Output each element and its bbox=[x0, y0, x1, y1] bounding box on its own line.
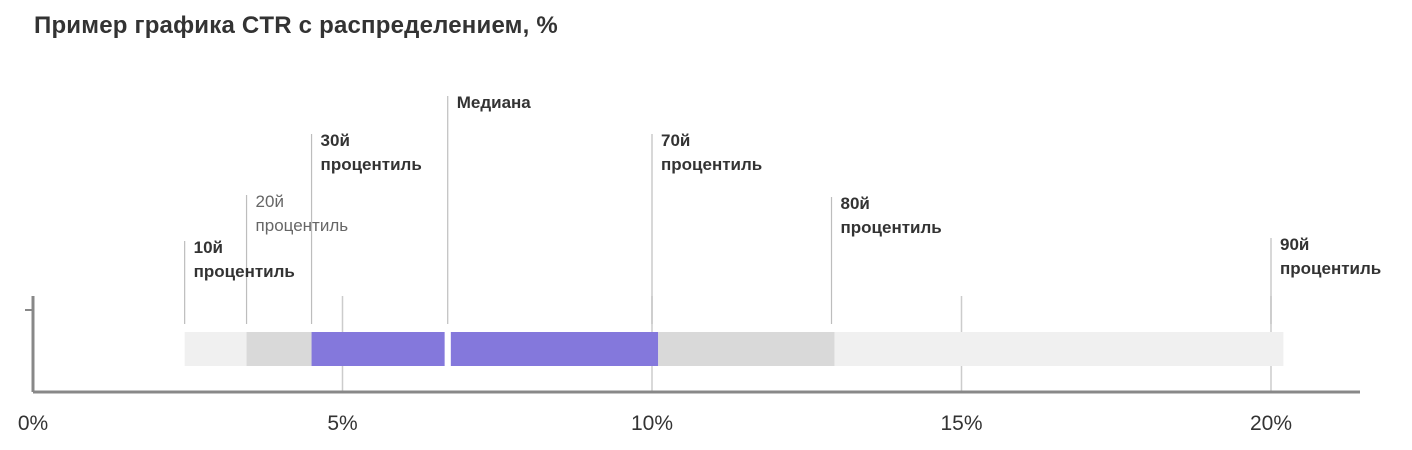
x-tick-label-4: 20% bbox=[1250, 412, 1292, 435]
bar-segment-5 bbox=[834, 332, 1284, 366]
x-tick-label-2: 10% bbox=[631, 412, 673, 435]
marker-label-6: 90й процентиль bbox=[1280, 235, 1381, 278]
bar-segment-3 bbox=[450, 332, 659, 366]
chart-title: Пример графика CTR с распределением, % bbox=[34, 12, 558, 39]
marker-label-1: 20й процентиль bbox=[256, 192, 349, 235]
bar-segment-2 bbox=[311, 332, 445, 366]
marker-label-0: 10й процентиль bbox=[194, 238, 295, 281]
marker-label-4: 70й процентиль bbox=[661, 131, 762, 174]
marker-label-2: 30й процентиль bbox=[321, 131, 422, 174]
bar-segment-0 bbox=[184, 332, 247, 366]
bar-segment-1 bbox=[246, 332, 312, 366]
bar-segment-4 bbox=[658, 332, 835, 366]
marker-label-3: Медиана bbox=[457, 93, 532, 112]
x-tick-label-0: 0% bbox=[18, 412, 48, 435]
x-tick-label-1: 5% bbox=[327, 412, 357, 435]
marker-label-5: 80й процентиль bbox=[841, 194, 942, 237]
x-tick-label-3: 15% bbox=[940, 412, 982, 435]
